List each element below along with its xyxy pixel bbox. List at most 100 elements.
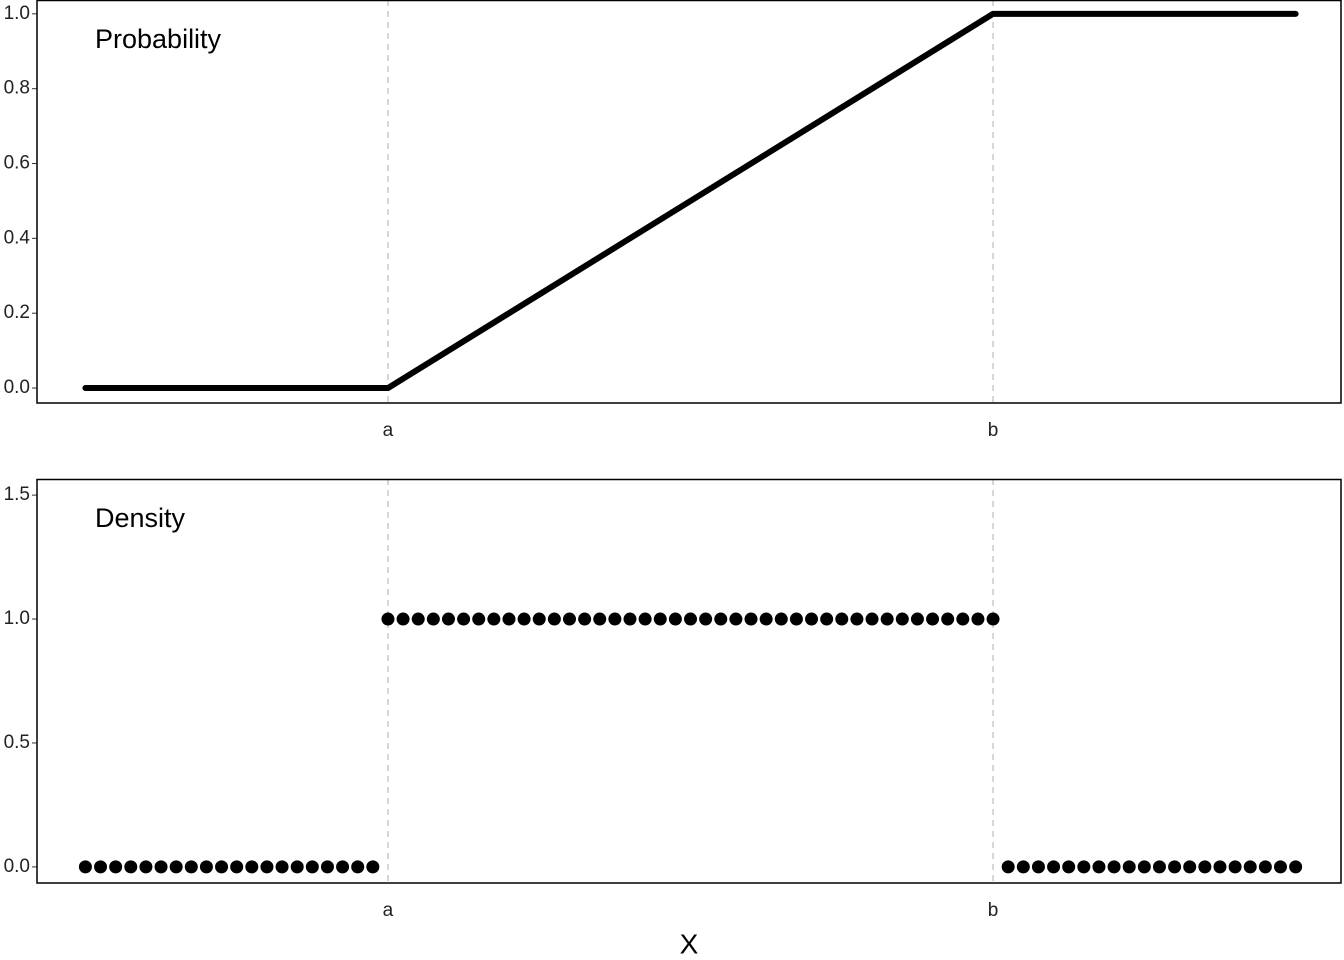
point [124, 860, 138, 874]
point [366, 860, 380, 874]
x-tick-label: b [988, 420, 999, 441]
point [457, 612, 471, 626]
point [1183, 860, 1197, 874]
point [245, 860, 259, 874]
point [94, 860, 108, 874]
point [381, 612, 395, 626]
point [729, 612, 743, 626]
point [154, 860, 168, 874]
plot-frame [36, 478, 1342, 884]
point [1031, 860, 1045, 874]
point [699, 612, 713, 626]
point [1107, 860, 1121, 874]
point [215, 860, 229, 874]
y-tick-label: 0.4 [4, 227, 31, 248]
point [835, 612, 849, 626]
point [184, 860, 198, 874]
point [562, 612, 576, 626]
point [820, 612, 834, 626]
point [199, 860, 213, 874]
point [411, 612, 425, 626]
point [502, 612, 516, 626]
point [971, 612, 985, 626]
point [517, 612, 531, 626]
point [547, 612, 561, 626]
plot-frame [36, 0, 1342, 404]
point [774, 612, 788, 626]
point [1289, 860, 1303, 874]
point [941, 612, 955, 626]
point [1062, 860, 1076, 874]
point [668, 612, 682, 626]
point [956, 612, 970, 626]
point [1092, 860, 1106, 874]
point [396, 612, 410, 626]
y-tick-label: 0.0 [4, 856, 30, 877]
point [895, 612, 909, 626]
point [351, 860, 365, 874]
point [1077, 860, 1091, 874]
point [472, 612, 486, 626]
point [230, 860, 244, 874]
point [1016, 860, 1030, 874]
point [441, 612, 455, 626]
point [684, 612, 698, 626]
point [169, 860, 183, 874]
x-tick-label: b [988, 900, 999, 921]
point [623, 612, 637, 626]
point [260, 860, 274, 874]
point [608, 612, 622, 626]
y-tick-label: 1.5 [4, 484, 30, 505]
point [1001, 860, 1015, 874]
y-tick-label: 0.5 [4, 732, 30, 753]
point [78, 860, 92, 874]
point [290, 860, 304, 874]
y-tick-label: 0.6 [4, 153, 30, 174]
point [320, 860, 334, 874]
point [1213, 860, 1227, 874]
point [910, 612, 924, 626]
point [578, 612, 592, 626]
point [275, 860, 289, 874]
y-tick-label: 0.8 [4, 78, 30, 99]
point [759, 612, 773, 626]
point [880, 612, 894, 626]
y-tick-label: 0.2 [4, 302, 30, 323]
point [744, 612, 758, 626]
point [714, 612, 728, 626]
point [109, 860, 123, 874]
point [426, 612, 440, 626]
y-tick-label: 1.0 [4, 3, 30, 24]
point [1122, 860, 1136, 874]
point [487, 612, 501, 626]
annotation: Probability [95, 24, 222, 54]
line [82, 10, 1299, 392]
point [336, 860, 350, 874]
point [305, 860, 319, 874]
point [1228, 860, 1242, 874]
point [1243, 860, 1257, 874]
point [986, 612, 1000, 626]
point [1273, 860, 1287, 874]
point [638, 612, 652, 626]
point [865, 612, 879, 626]
y-tick-label: 1.0 [4, 608, 30, 629]
point [850, 612, 864, 626]
x-tick-label: a [383, 900, 394, 921]
x-tick-label: a [383, 420, 394, 441]
point [805, 612, 819, 626]
point [139, 860, 153, 874]
y-tick-label: 0.0 [4, 377, 30, 398]
point [1047, 860, 1061, 874]
annotation: Density [95, 503, 186, 533]
point [1198, 860, 1212, 874]
point [1168, 860, 1182, 874]
point [926, 612, 940, 626]
point [653, 612, 667, 626]
x-axis-label: X [680, 928, 699, 959]
point [593, 612, 607, 626]
point [1137, 860, 1151, 874]
point [532, 612, 546, 626]
point [1152, 860, 1166, 874]
